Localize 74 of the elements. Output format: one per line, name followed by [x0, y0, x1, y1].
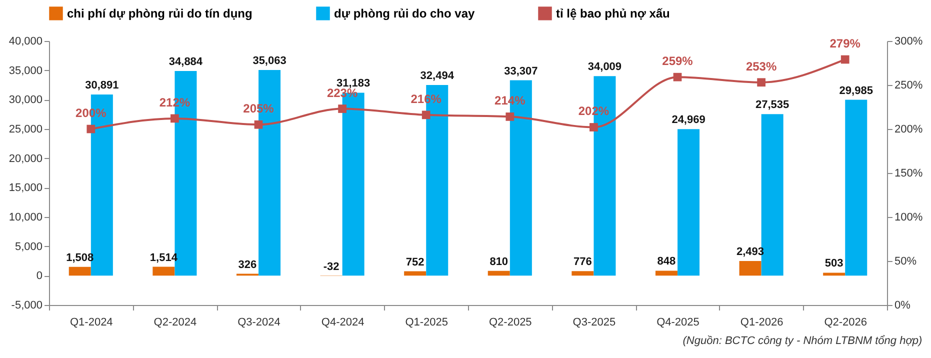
x-tick-label: Q1-2026 — [740, 316, 784, 328]
point — [840, 55, 850, 64]
point — [170, 114, 179, 123]
point — [422, 110, 430, 120]
data-label: 810 — [490, 256, 508, 268]
y-tick-label: 25,000 — [8, 124, 42, 136]
x-tick-label: Q1-2025 — [405, 316, 448, 328]
y-tick-label: 40,000 — [8, 36, 42, 48]
x-tick-label: Q4-2024 — [321, 316, 364, 328]
y2-tick-label: 150% — [894, 168, 923, 180]
x-tick-label: Q2-2024 — [154, 316, 197, 328]
bar — [404, 271, 426, 276]
y-tick-label: 5,000 — [14, 240, 42, 253]
data-label: -32 — [323, 260, 340, 273]
y-tick-label: 30,000 — [8, 94, 42, 106]
bar — [823, 272, 846, 276]
legend-label: chi phí dự phòng rủi do tín dụng — [67, 6, 252, 20]
point — [673, 72, 682, 82]
point — [590, 123, 598, 132]
x-tick-label: Q3-2024 — [238, 316, 280, 328]
x-tick-label: Q2-2026 — [824, 316, 868, 328]
legend-label: dự phòng rủi do cho vay — [334, 6, 476, 20]
bar — [845, 100, 868, 276]
data-label: 32,494 — [420, 70, 455, 82]
data-label: 848 — [657, 256, 676, 268]
data-label: 205% — [243, 102, 274, 116]
data-label: 259% — [662, 54, 694, 68]
x-tick-label: Q1-2024 — [70, 316, 113, 328]
data-label: 202% — [578, 104, 610, 118]
bar — [572, 271, 594, 276]
bar — [152, 266, 175, 276]
data-label: 24,969 — [672, 114, 706, 126]
y-tick-label: 15,000 — [8, 182, 42, 194]
y2-tick-label: 100% — [894, 212, 923, 224]
data-label: 752 — [406, 256, 424, 268]
y-tick-label: 10,000 — [8, 212, 42, 224]
data-label: 33,307 — [504, 65, 538, 78]
data-label: 253% — [746, 59, 777, 74]
bar — [488, 270, 510, 276]
data-label: 34,009 — [588, 61, 622, 74]
data-label: 29,985 — [839, 84, 873, 97]
data-label: 212% — [159, 95, 190, 110]
point — [254, 120, 263, 129]
y2-tick-label: 250% — [894, 80, 923, 92]
bar — [739, 261, 762, 276]
x-tick-label: Q3-2025 — [572, 316, 616, 328]
text: (Nguồn: BCTC công ty - Nhóm LTBNM tổng hợp) — [682, 335, 922, 347]
y2-tick-label: 50% — [894, 256, 917, 268]
y2-tick-label: 300% — [894, 36, 923, 48]
point — [757, 78, 766, 87]
bar — [678, 129, 700, 276]
y2-tick-label: 0% — [894, 300, 911, 312]
data-label: 503 — [824, 258, 844, 270]
y-tick-label: 35,000 — [8, 64, 42, 77]
bar — [655, 270, 678, 276]
y-tick-label: -5,000 — [11, 300, 42, 312]
data-label: 34,884 — [168, 56, 204, 68]
y2-tick-label: 200% — [894, 124, 923, 136]
legend-label: tỉ lệ bao phủ nợ xấu — [556, 6, 670, 20]
point — [506, 112, 514, 121]
bar — [68, 266, 91, 276]
data-label: 326 — [238, 258, 257, 271]
data-label: 216% — [410, 92, 442, 106]
point — [338, 104, 346, 113]
point — [86, 124, 96, 134]
data-label: 279% — [830, 36, 861, 50]
data-label: 776 — [573, 256, 592, 268]
y-tick-label: 0 — [36, 270, 42, 282]
y-tick-label: 20,000 — [8, 152, 42, 165]
data-label: 35,063 — [252, 54, 286, 67]
data-label: 27,535 — [756, 99, 790, 112]
x-tick-label: Q4-2025 — [656, 316, 700, 328]
x-tick-label: Q2-2025 — [488, 316, 532, 328]
data-label: 30,891 — [85, 79, 119, 92]
